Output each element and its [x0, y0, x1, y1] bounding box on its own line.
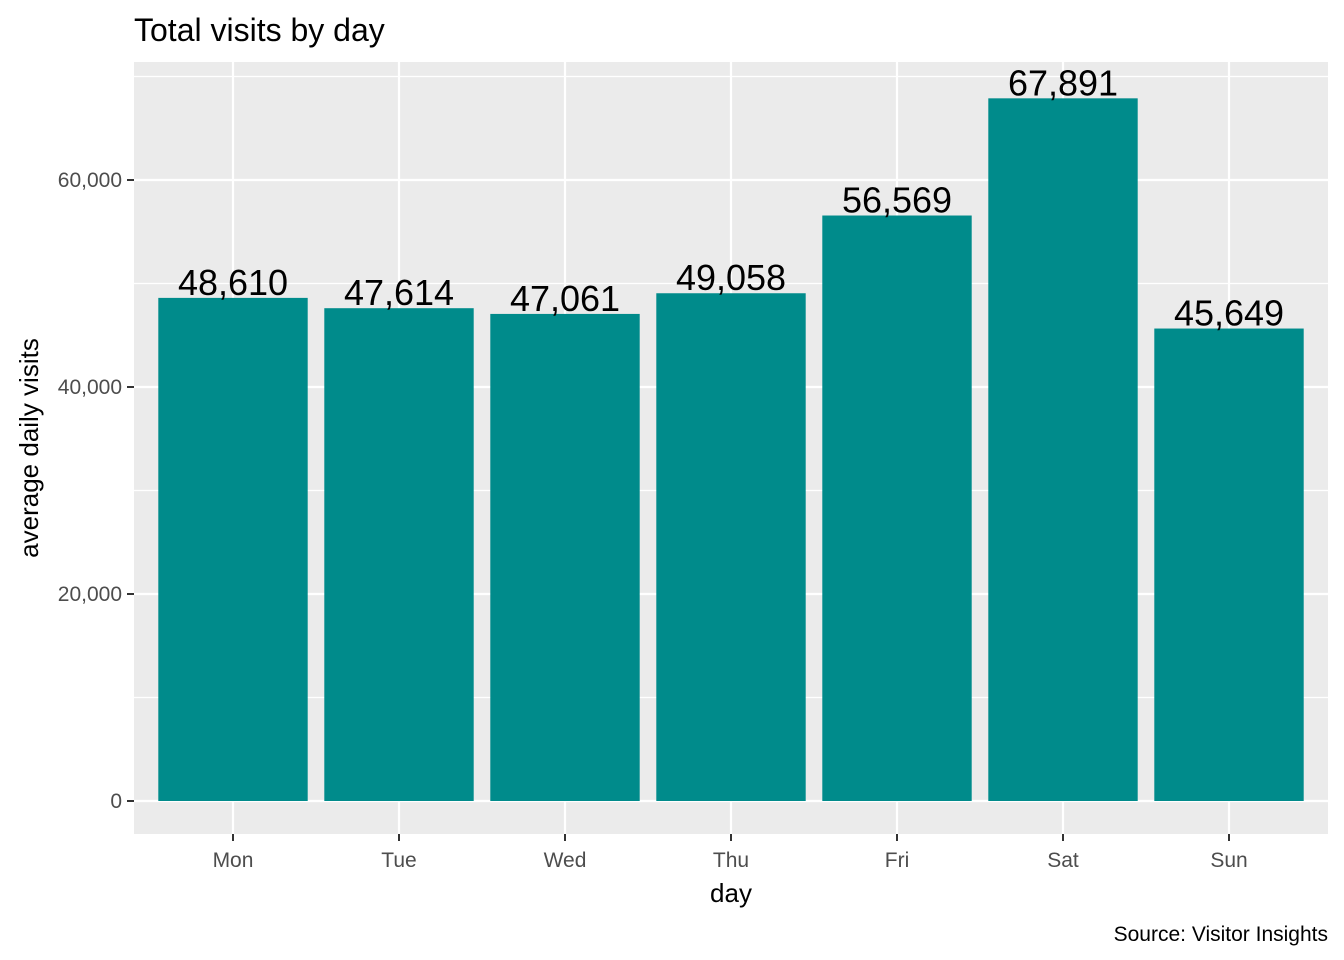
bar-wed	[490, 313, 640, 801]
bar-tue	[324, 308, 474, 801]
x-tick-label: Mon	[213, 849, 254, 872]
bar-thu	[656, 293, 806, 801]
bar-sun	[1154, 328, 1304, 801]
y-tick-label: 20,000	[58, 583, 122, 606]
y-tick-label: 40,000	[58, 376, 122, 399]
bar-sat	[988, 98, 1138, 802]
y-tick-label: 0	[110, 790, 122, 813]
x-axis-title: day	[710, 878, 752, 908]
caption: Source: Visitor Insights	[1114, 923, 1328, 946]
bar-fri	[822, 215, 972, 801]
bar-value-label: 47,614	[344, 272, 454, 313]
y-tick-label: 60,000	[58, 169, 122, 192]
bar-mon	[158, 297, 308, 801]
bars	[158, 98, 1304, 802]
bar-value-label: 67,891	[1008, 62, 1118, 103]
bar-value-label: 56,569	[842, 180, 952, 221]
y-axis: 0 20,000 40,000 60,000	[58, 169, 134, 813]
bar-value-label: 45,649	[1174, 293, 1284, 334]
x-tick-label: Tue	[381, 849, 416, 872]
y-axis-title: average daily visits	[14, 338, 44, 558]
x-tick-label: Thu	[713, 849, 749, 872]
chart-title: Total visits by day	[134, 12, 385, 48]
x-axis: Mon Tue Wed Thu Fri Sat Sun	[213, 834, 1248, 872]
x-tick-label: Fri	[885, 849, 910, 872]
x-tick-label: Wed	[544, 849, 587, 872]
x-tick-label: Sun	[1210, 849, 1247, 872]
bar-value-label: 48,610	[178, 262, 288, 303]
x-tick-label: Sat	[1047, 849, 1079, 872]
bar-value-label: 49,058	[676, 257, 786, 298]
bar-value-labels: 48,610 47,614 47,061 49,058 56,569 67,891 45,6…	[178, 62, 1284, 333]
bar-value-label: 47,061	[510, 278, 620, 319]
